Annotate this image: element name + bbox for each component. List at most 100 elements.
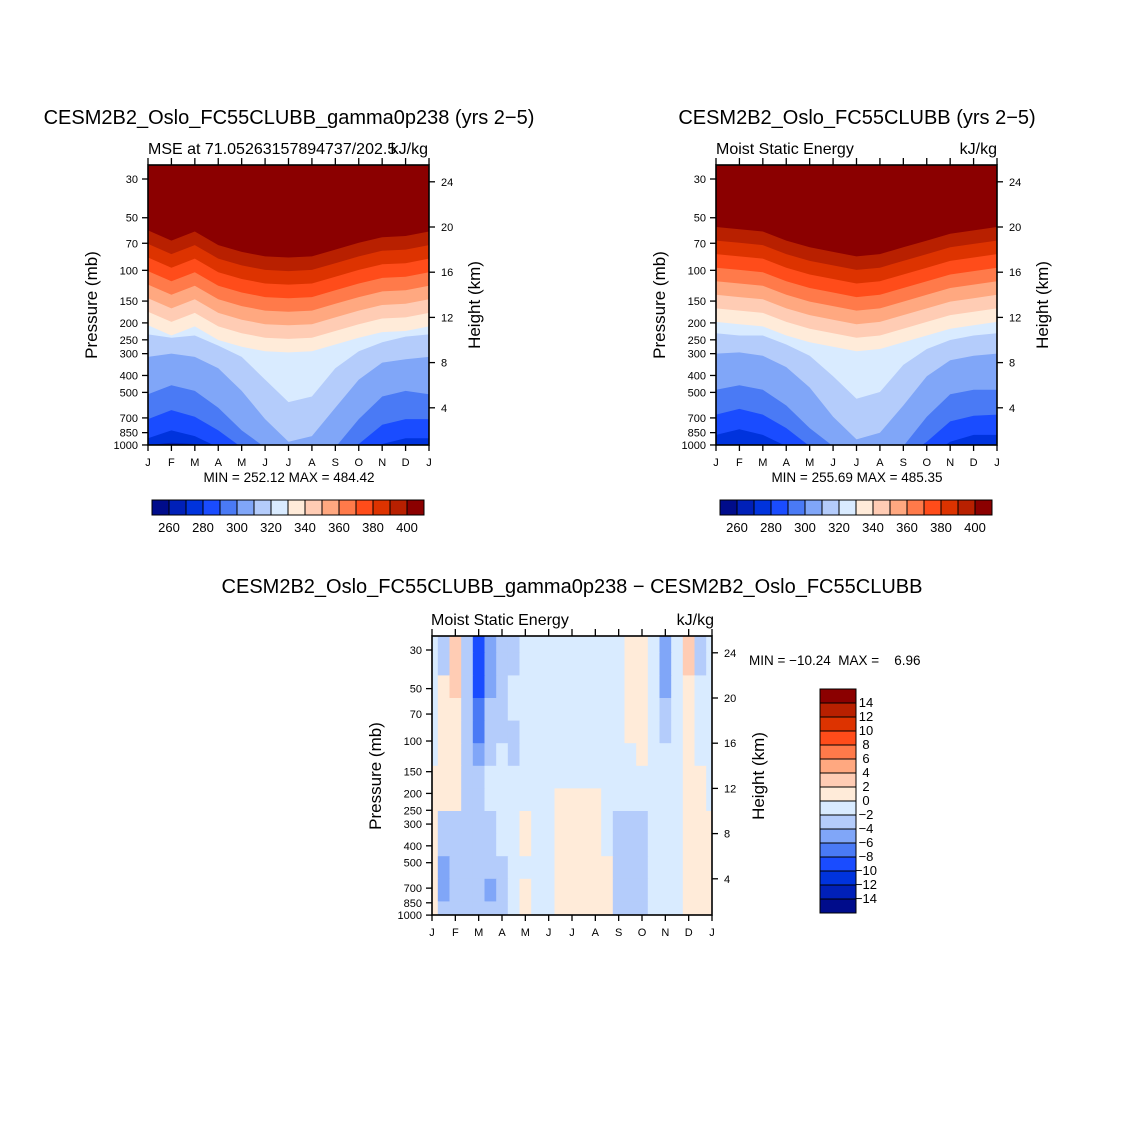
grid-cell <box>694 743 707 767</box>
grid-cell <box>612 878 626 902</box>
y-tick-label-height: 8 <box>1009 358 1015 370</box>
grid-cell <box>554 743 567 767</box>
grid-cell <box>682 743 696 767</box>
y-tick-label-pressure: 1000 <box>682 440 706 452</box>
y-tick-label-height: 24 <box>724 648 736 660</box>
grid-cell <box>624 698 637 722</box>
grid-cell <box>484 675 497 699</box>
colorbar-box <box>819 730 857 746</box>
grid-cell <box>531 878 544 902</box>
grid-cell <box>519 901 532 915</box>
grid-cell <box>432 833 439 857</box>
x-tick-label: J <box>429 927 435 939</box>
grid-cell <box>577 698 591 722</box>
y-tick-label-height: 16 <box>441 267 453 279</box>
grid-cell <box>554 652 567 676</box>
grid-cell <box>682 765 696 789</box>
grid-cell <box>636 636 649 654</box>
grid-cell <box>542 788 556 812</box>
x-tick-label: O <box>354 457 363 469</box>
grid-cell <box>542 901 556 915</box>
y-tick-label-pressure: 850 <box>404 898 422 910</box>
y-tick-label-pressure: 70 <box>410 709 422 721</box>
colorbar-box <box>819 702 857 718</box>
grid-cell <box>531 720 544 744</box>
grid-cell <box>589 878 602 902</box>
grid-cell <box>659 765 672 789</box>
x-tick-label: A <box>783 457 791 469</box>
grid-cell <box>507 720 521 744</box>
grid-cell <box>601 652 614 676</box>
grid-cell <box>612 788 626 812</box>
grid-cell <box>601 878 614 902</box>
x-tick-label: M <box>805 457 814 469</box>
grid-cell <box>437 878 451 902</box>
panel3-ylabel-right: Height (km) <box>749 732 768 820</box>
grid-cell <box>461 652 474 676</box>
colorbar-box <box>819 800 857 816</box>
panel2-ylabel-right: Height (km) <box>1033 261 1052 349</box>
colorbar-box <box>906 499 925 516</box>
panel2-title: CESM2B2_Oslo_FC55CLUBB (yrs 2−5) <box>678 107 1035 129</box>
colorbar-label: 380 <box>930 520 952 535</box>
contour-band-above-400 <box>716 165 997 257</box>
grid-cell <box>612 833 626 857</box>
x-tick-label: N <box>378 457 386 469</box>
colorbar-box <box>151 499 170 516</box>
y-tick-label-pressure: 70 <box>126 238 138 250</box>
grid-cell <box>432 720 439 744</box>
colorbar-box <box>819 786 857 802</box>
grid-cell <box>636 720 649 744</box>
y-tick-label-pressure: 500 <box>688 387 706 399</box>
grid-cell <box>432 652 439 676</box>
grid-cell <box>449 901 462 915</box>
panel2-subtitle-left: Moist Static Energy <box>716 141 854 158</box>
grid-cell <box>601 720 614 744</box>
grid-cell <box>577 788 591 812</box>
grid-cell <box>484 652 497 676</box>
grid-cell <box>542 856 556 880</box>
grid-cell <box>519 833 532 857</box>
grid-cell <box>577 652 591 676</box>
panel1-contour-fill <box>148 165 429 445</box>
grid-cell <box>496 878 509 902</box>
grid-cell <box>682 811 696 835</box>
x-tick-label: S <box>615 927 622 939</box>
grid-cell <box>531 743 544 767</box>
grid-cell <box>706 788 712 812</box>
grid-cell <box>542 720 556 744</box>
x-tick-label: J <box>994 457 1000 469</box>
colorbar-label: −6 <box>859 835 874 850</box>
colorbar-label: 380 <box>362 520 384 535</box>
colorbar-box <box>389 499 408 516</box>
grid-cell <box>601 901 614 915</box>
y-tick-label-height: 20 <box>724 693 736 705</box>
grid-cell <box>437 743 451 767</box>
y-tick-label-height: 8 <box>441 358 447 370</box>
grid-cell <box>566 833 579 857</box>
grid-cell <box>706 856 712 880</box>
panel1-minmax: MIN = 252.12 MAX = 484.42 <box>203 470 374 485</box>
grid-cell <box>589 675 602 699</box>
colorbar-label: 12 <box>859 709 873 724</box>
y-tick-label-height: 12 <box>724 783 736 795</box>
y-tick-label-pressure: 850 <box>120 428 138 440</box>
grid-cell <box>507 811 521 835</box>
colorbar-label: 6 <box>862 751 869 766</box>
grid-cell <box>682 833 696 857</box>
grid-cell <box>507 788 521 812</box>
grid-cell <box>472 856 486 880</box>
grid-cell <box>542 698 556 722</box>
grid-cell <box>647 743 661 767</box>
x-tick-label: J <box>709 927 715 939</box>
grid-cell <box>706 652 712 676</box>
grid-cell <box>577 765 591 789</box>
grid-cell <box>507 743 521 767</box>
grid-cell <box>624 765 637 789</box>
grid-cell <box>461 901 474 915</box>
colorbar-box <box>338 499 357 516</box>
grid-cell <box>432 675 439 699</box>
grid-cell <box>519 636 532 654</box>
grid-cell <box>542 743 556 767</box>
